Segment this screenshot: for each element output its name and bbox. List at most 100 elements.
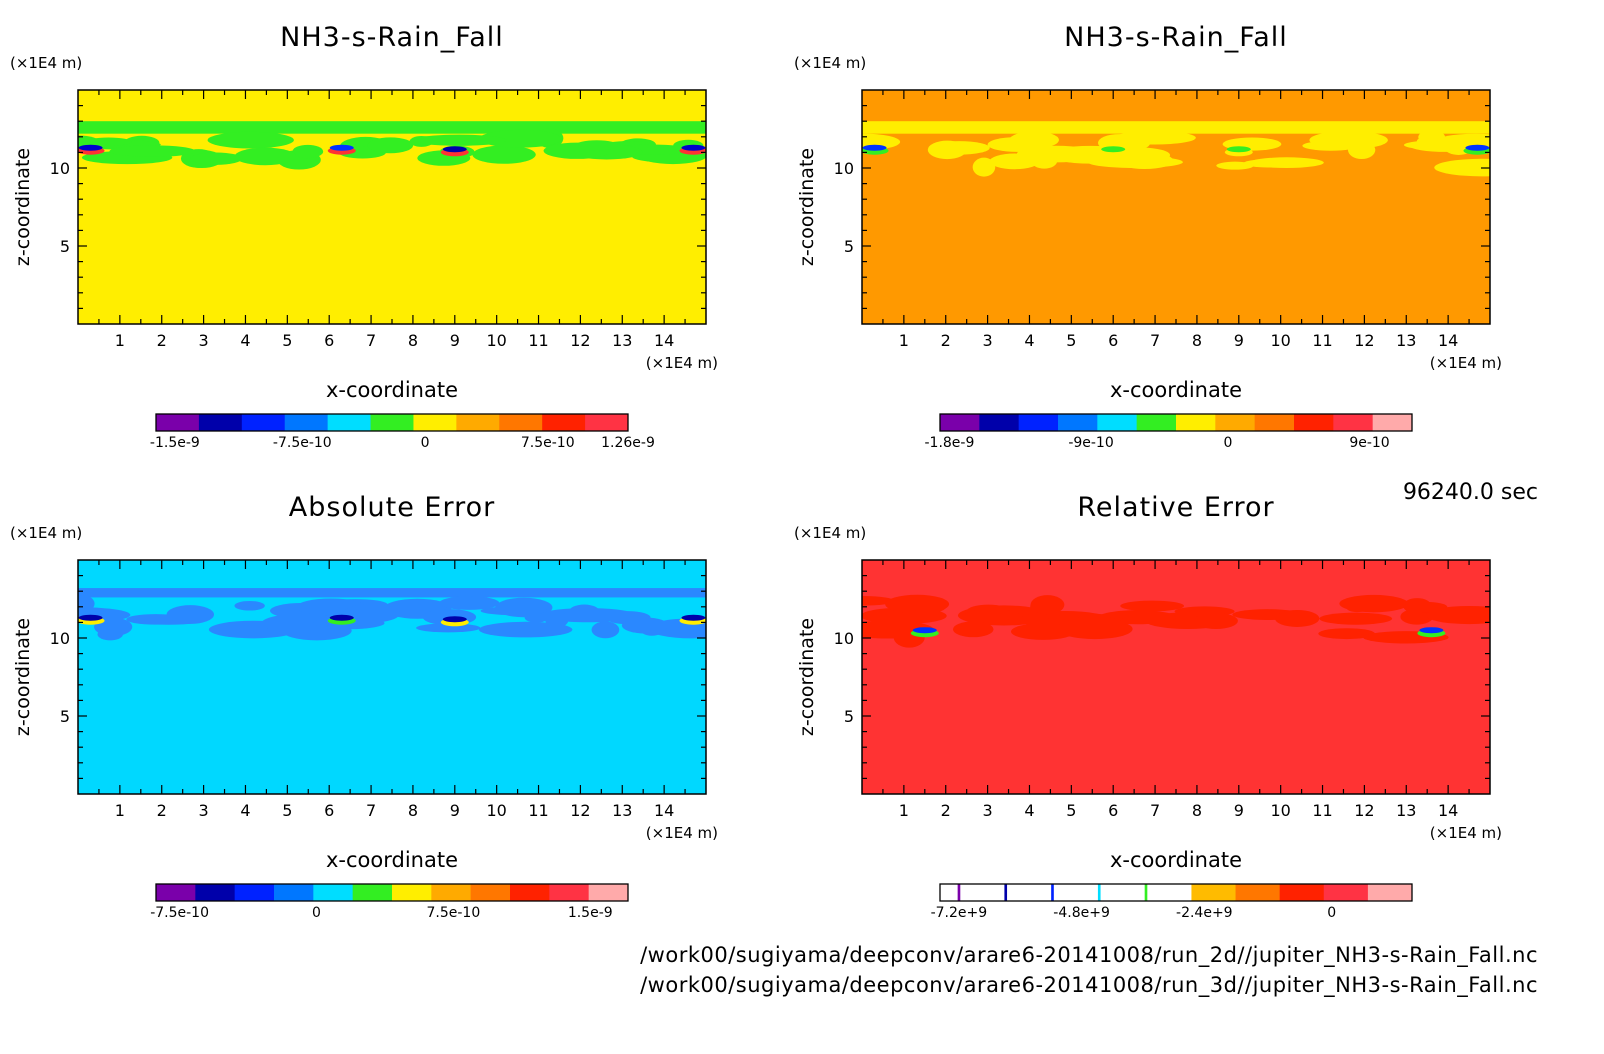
colorbar-tick-label: -2.4e+9	[1176, 905, 1233, 921]
x-tick-label: 4	[1024, 331, 1034, 350]
colorbar-segment	[352, 884, 393, 901]
heatmap-patch	[109, 145, 196, 157]
heatmap-patch	[591, 621, 620, 639]
footer-path-2d: /work00/sugiyama/deepconv/arare6-2014100…	[640, 943, 1538, 967]
heatmap-patch	[1319, 612, 1393, 625]
x-tick-label: 9	[1234, 331, 1244, 350]
y-tick-label: 5	[60, 707, 70, 726]
colorbar-segment	[940, 884, 959, 901]
colorbar-tick-label: -7.2e+9	[931, 905, 988, 921]
colorbar-segment	[1372, 414, 1413, 431]
heatmap-hotspot	[862, 144, 887, 151]
heatmap-patch	[1425, 605, 1490, 625]
colorbar-segment	[1191, 884, 1237, 901]
colorbar-segment	[1176, 414, 1216, 431]
heatmap-patch	[964, 609, 1020, 621]
colorbar-segment	[1007, 884, 1052, 901]
colorbar-segment	[979, 414, 1020, 431]
x-tick-label: 5	[1066, 331, 1076, 350]
x-axis-label: x-coordinate	[1110, 848, 1242, 872]
heatmap-hotspot	[1419, 627, 1444, 634]
colorbar: -7.2e+9 -4.8e+9 -2.4e+9 0	[931, 883, 1413, 921]
colorbar-segment	[313, 884, 354, 901]
colorbar-tick-label: -9e-10	[1068, 435, 1113, 451]
chart-title: NH3-s-Rain_Fall	[280, 22, 504, 53]
x-tick-label: 12	[570, 801, 590, 820]
heatmap-patch	[545, 611, 569, 628]
colorbar-tick-label: 7.5e-10	[521, 435, 575, 451]
colorbar-segment	[392, 884, 432, 901]
heatmap-patch	[910, 598, 947, 614]
heatmap-patch	[480, 606, 548, 616]
heatmap-field	[78, 560, 706, 794]
heatmap-patch	[472, 145, 536, 164]
heatmap-field	[78, 90, 706, 324]
x-tick-label: 11	[528, 801, 548, 820]
heatmap-patch	[411, 134, 507, 146]
colorbar-frame	[939, 413, 1413, 432]
y-tick-label: 5	[844, 237, 854, 256]
x-tick-label: 14	[654, 331, 674, 350]
x-tick-label: 1	[899, 801, 909, 820]
colorbar-segment	[1100, 884, 1146, 901]
x-tick-label: 6	[324, 331, 334, 350]
x-tick-label: 3	[199, 331, 209, 350]
heatmap-patch	[1309, 131, 1388, 150]
x-tick-label: 12	[1354, 331, 1374, 350]
colorbar-segment	[156, 414, 200, 431]
x-tick-label: 9	[450, 331, 460, 350]
x-tick-label: 6	[1108, 801, 1118, 820]
x-tick-label: 11	[528, 331, 548, 350]
colorbar-segment	[1053, 884, 1099, 901]
colorbar-segment	[588, 884, 629, 901]
heatmap-patch	[1011, 623, 1075, 640]
x-tick-label: 7	[366, 801, 376, 820]
heatmap-patch	[1009, 131, 1059, 149]
heatmap-patch	[1434, 158, 1490, 177]
heatmap-background	[78, 560, 706, 794]
colorbar-segment	[542, 414, 586, 431]
x-tick-label: 11	[1312, 331, 1332, 350]
y-tick-label: 10	[834, 629, 854, 648]
heatmap-patch	[952, 621, 994, 638]
colorbar-segment	[1147, 884, 1192, 901]
x-tick-label: 3	[199, 801, 209, 820]
heatmap-patch	[367, 137, 414, 154]
heatmap-patch	[989, 153, 1040, 170]
heatmap-field	[862, 90, 1490, 324]
x-tick-label: 2	[941, 331, 951, 350]
chart-panel-2: NH3-s-Rain_Fall(×1E4 m)1 2 3 4 5 6 7 8 9 10 11 12 13…	[794, 22, 1502, 451]
x-tick-label: 6	[324, 801, 334, 820]
heatmap-patch	[928, 141, 990, 155]
x-tick-label: 2	[157, 801, 167, 820]
colorbar-frame	[939, 883, 1413, 902]
colorbar-tick-label: 7.5e-10	[426, 905, 480, 921]
colorbar-tick-label: -1.8e-9	[924, 435, 974, 451]
x-tick-label: 1	[115, 331, 125, 350]
x-tick-label: 10	[486, 331, 506, 350]
y-unit-label: (×1E4 m)	[10, 524, 82, 542]
heatmap-patch	[1403, 601, 1448, 613]
x-axis-label: x-coordinate	[326, 848, 458, 872]
colorbar-tick-label: 1.26e-9	[601, 435, 655, 451]
colorbar-tick-label: 0	[1223, 435, 1232, 451]
heatmap-band	[78, 588, 706, 598]
x-tick-label: 9	[450, 801, 460, 820]
x-tick-label: 7	[1150, 331, 1160, 350]
x-unit-label: (×1E4 m)	[1430, 824, 1502, 842]
colorbar-segment	[327, 414, 372, 431]
x-tick-label: 5	[282, 801, 292, 820]
heatmap-patch	[439, 596, 500, 610]
x-tick-label: 2	[941, 801, 951, 820]
heatmap-patch	[1064, 616, 1125, 636]
heatmap-hotspot	[78, 144, 103, 151]
colorbar-tick-label: -7.5e-10	[273, 435, 332, 451]
x-tick-label: 8	[408, 801, 418, 820]
x-tick-label: 7	[366, 331, 376, 350]
colorbar-segment	[1136, 414, 1177, 431]
heatmap-hotspot	[1465, 144, 1490, 151]
x-tick-label: 5	[282, 331, 292, 350]
y-tick-label: 5	[60, 237, 70, 256]
colorbar-segment	[1235, 884, 1281, 901]
x-tick-label: 3	[983, 801, 993, 820]
